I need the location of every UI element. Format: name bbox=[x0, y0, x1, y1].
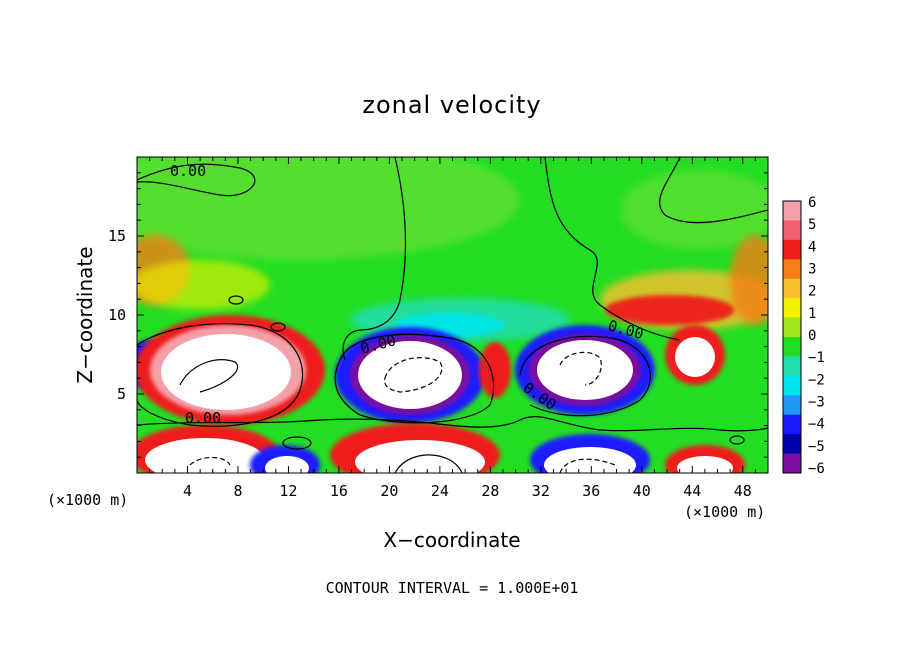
colorbar-swatch bbox=[783, 337, 801, 357]
x-tick-label: 20 bbox=[380, 482, 398, 500]
colorbar-label: 4 bbox=[808, 239, 816, 255]
zero-contour-top-left bbox=[137, 163, 256, 197]
contour-interval-footer: CONTOUR INTERVAL = 1.000E+01 bbox=[326, 579, 579, 597]
field-white-8 bbox=[544, 447, 636, 473]
field-white-5 bbox=[145, 438, 265, 473]
contour-inner-left bbox=[179, 359, 238, 393]
x-unit-left: (×1000 m) bbox=[47, 491, 128, 509]
colorbar-swatch bbox=[783, 317, 801, 338]
zero-contour-lower bbox=[137, 416, 768, 432]
zero-contour-right-blob bbox=[519, 335, 651, 417]
x-axis: 4 8 12 16 20 24 28 32 36 40 44 48 bbox=[149, 157, 756, 500]
contour-small-1 bbox=[228, 295, 244, 305]
y-axis: 5 10 15 bbox=[108, 172, 768, 458]
x-tick-label: 28 bbox=[481, 482, 499, 500]
x-tick-label: 8 bbox=[233, 482, 242, 500]
y-tick-label: 10 bbox=[108, 306, 126, 324]
contour-bottom-left bbox=[189, 456, 231, 466]
colorbar-swatch bbox=[783, 414, 801, 435]
colorbar: 6 5 4 3 2 1 0 −1 −2 −3 −4 −5 −6 bbox=[782, 195, 825, 477]
colorbar-swatch bbox=[783, 395, 801, 416]
field-white-6 bbox=[265, 456, 309, 473]
field-yellow-left bbox=[137, 260, 270, 310]
y-axis-label: Z−coordinate bbox=[73, 246, 97, 383]
contour-inner-center bbox=[383, 357, 443, 393]
zero-contour-right-top bbox=[659, 157, 768, 224]
x-tick-label: 4 bbox=[183, 482, 192, 500]
x-axis-label: X−coordinate bbox=[383, 528, 520, 552]
colorbar-label: 6 bbox=[808, 195, 816, 211]
contour-small-2 bbox=[270, 322, 286, 332]
field-white-2 bbox=[358, 341, 462, 409]
x-tick-label: 36 bbox=[582, 482, 600, 500]
field-red-right bbox=[605, 295, 735, 325]
contour-label-5: 0.00 bbox=[185, 409, 221, 427]
colorbar-swatch bbox=[783, 220, 801, 241]
zero-contour-center-blob bbox=[334, 333, 495, 424]
zero-contour-upper-mid bbox=[342, 157, 407, 361]
contour-bottom-right bbox=[559, 458, 616, 473]
colorbar-swatch bbox=[783, 259, 801, 280]
field-shading bbox=[137, 157, 768, 473]
x-tick-label: 24 bbox=[431, 482, 449, 500]
field-white-3 bbox=[537, 340, 633, 400]
colorbar-swatch bbox=[783, 201, 801, 221]
x-tick-label: 16 bbox=[330, 482, 348, 500]
contour-bottom-center bbox=[394, 454, 463, 473]
contour-label-1: 0.00 bbox=[170, 162, 206, 180]
colorbar-label: 0 bbox=[808, 328, 816, 344]
x-tick-label: 40 bbox=[633, 482, 651, 500]
zero-contour-upper-right bbox=[544, 157, 681, 341]
colorbar-swatch bbox=[783, 239, 801, 260]
x-tick-label: 44 bbox=[683, 482, 701, 500]
field-orange-right-edge bbox=[730, 235, 768, 325]
colorbar-label: 5 bbox=[808, 217, 816, 233]
colorbar-swatch bbox=[783, 278, 801, 299]
y-tick-label: 5 bbox=[117, 385, 126, 403]
x-tick-label: 12 bbox=[279, 482, 297, 500]
contour-small-3 bbox=[282, 436, 312, 450]
colorbar-label: −2 bbox=[808, 372, 825, 388]
field-white-7 bbox=[355, 440, 485, 473]
contour-lines bbox=[137, 157, 768, 473]
colorbar-swatch bbox=[783, 356, 801, 377]
plot-area: 0.00 0.00 0.00 0.00 0.00 bbox=[136, 156, 769, 474]
chart-title: zonal velocity bbox=[362, 91, 541, 119]
colorbar-swatch bbox=[783, 375, 801, 396]
colorbar-label: −4 bbox=[808, 417, 825, 433]
field-white-9 bbox=[677, 456, 733, 473]
colorbar-label: −1 bbox=[808, 350, 825, 366]
contour-inner-right bbox=[559, 351, 602, 386]
x-tick-label: 48 bbox=[734, 482, 752, 500]
zero-contour-left-blob bbox=[137, 323, 304, 427]
field-upper-zone-right bbox=[620, 170, 768, 250]
contour-small-4 bbox=[729, 435, 745, 445]
colorbar-label: 1 bbox=[808, 306, 816, 322]
colorbar-swatch bbox=[783, 453, 801, 474]
colorbar-label: −5 bbox=[808, 439, 825, 455]
colorbar-label: −3 bbox=[808, 395, 825, 411]
y-tick-label: 15 bbox=[108, 227, 126, 245]
field-red-col bbox=[479, 342, 511, 398]
x-tick-label: 32 bbox=[532, 482, 550, 500]
colorbar-label: 2 bbox=[808, 284, 816, 300]
colorbar-frame bbox=[782, 200, 802, 474]
field-upper-zone bbox=[137, 157, 520, 260]
field-white-1 bbox=[161, 334, 291, 410]
field-white-4 bbox=[675, 337, 715, 377]
colorbar-swatch bbox=[783, 298, 801, 319]
x-unit-right: (×1000 m) bbox=[684, 503, 765, 521]
colorbar-label: −6 bbox=[808, 461, 825, 477]
colorbar-swatch bbox=[783, 434, 801, 455]
colorbar-label: 3 bbox=[808, 262, 816, 278]
